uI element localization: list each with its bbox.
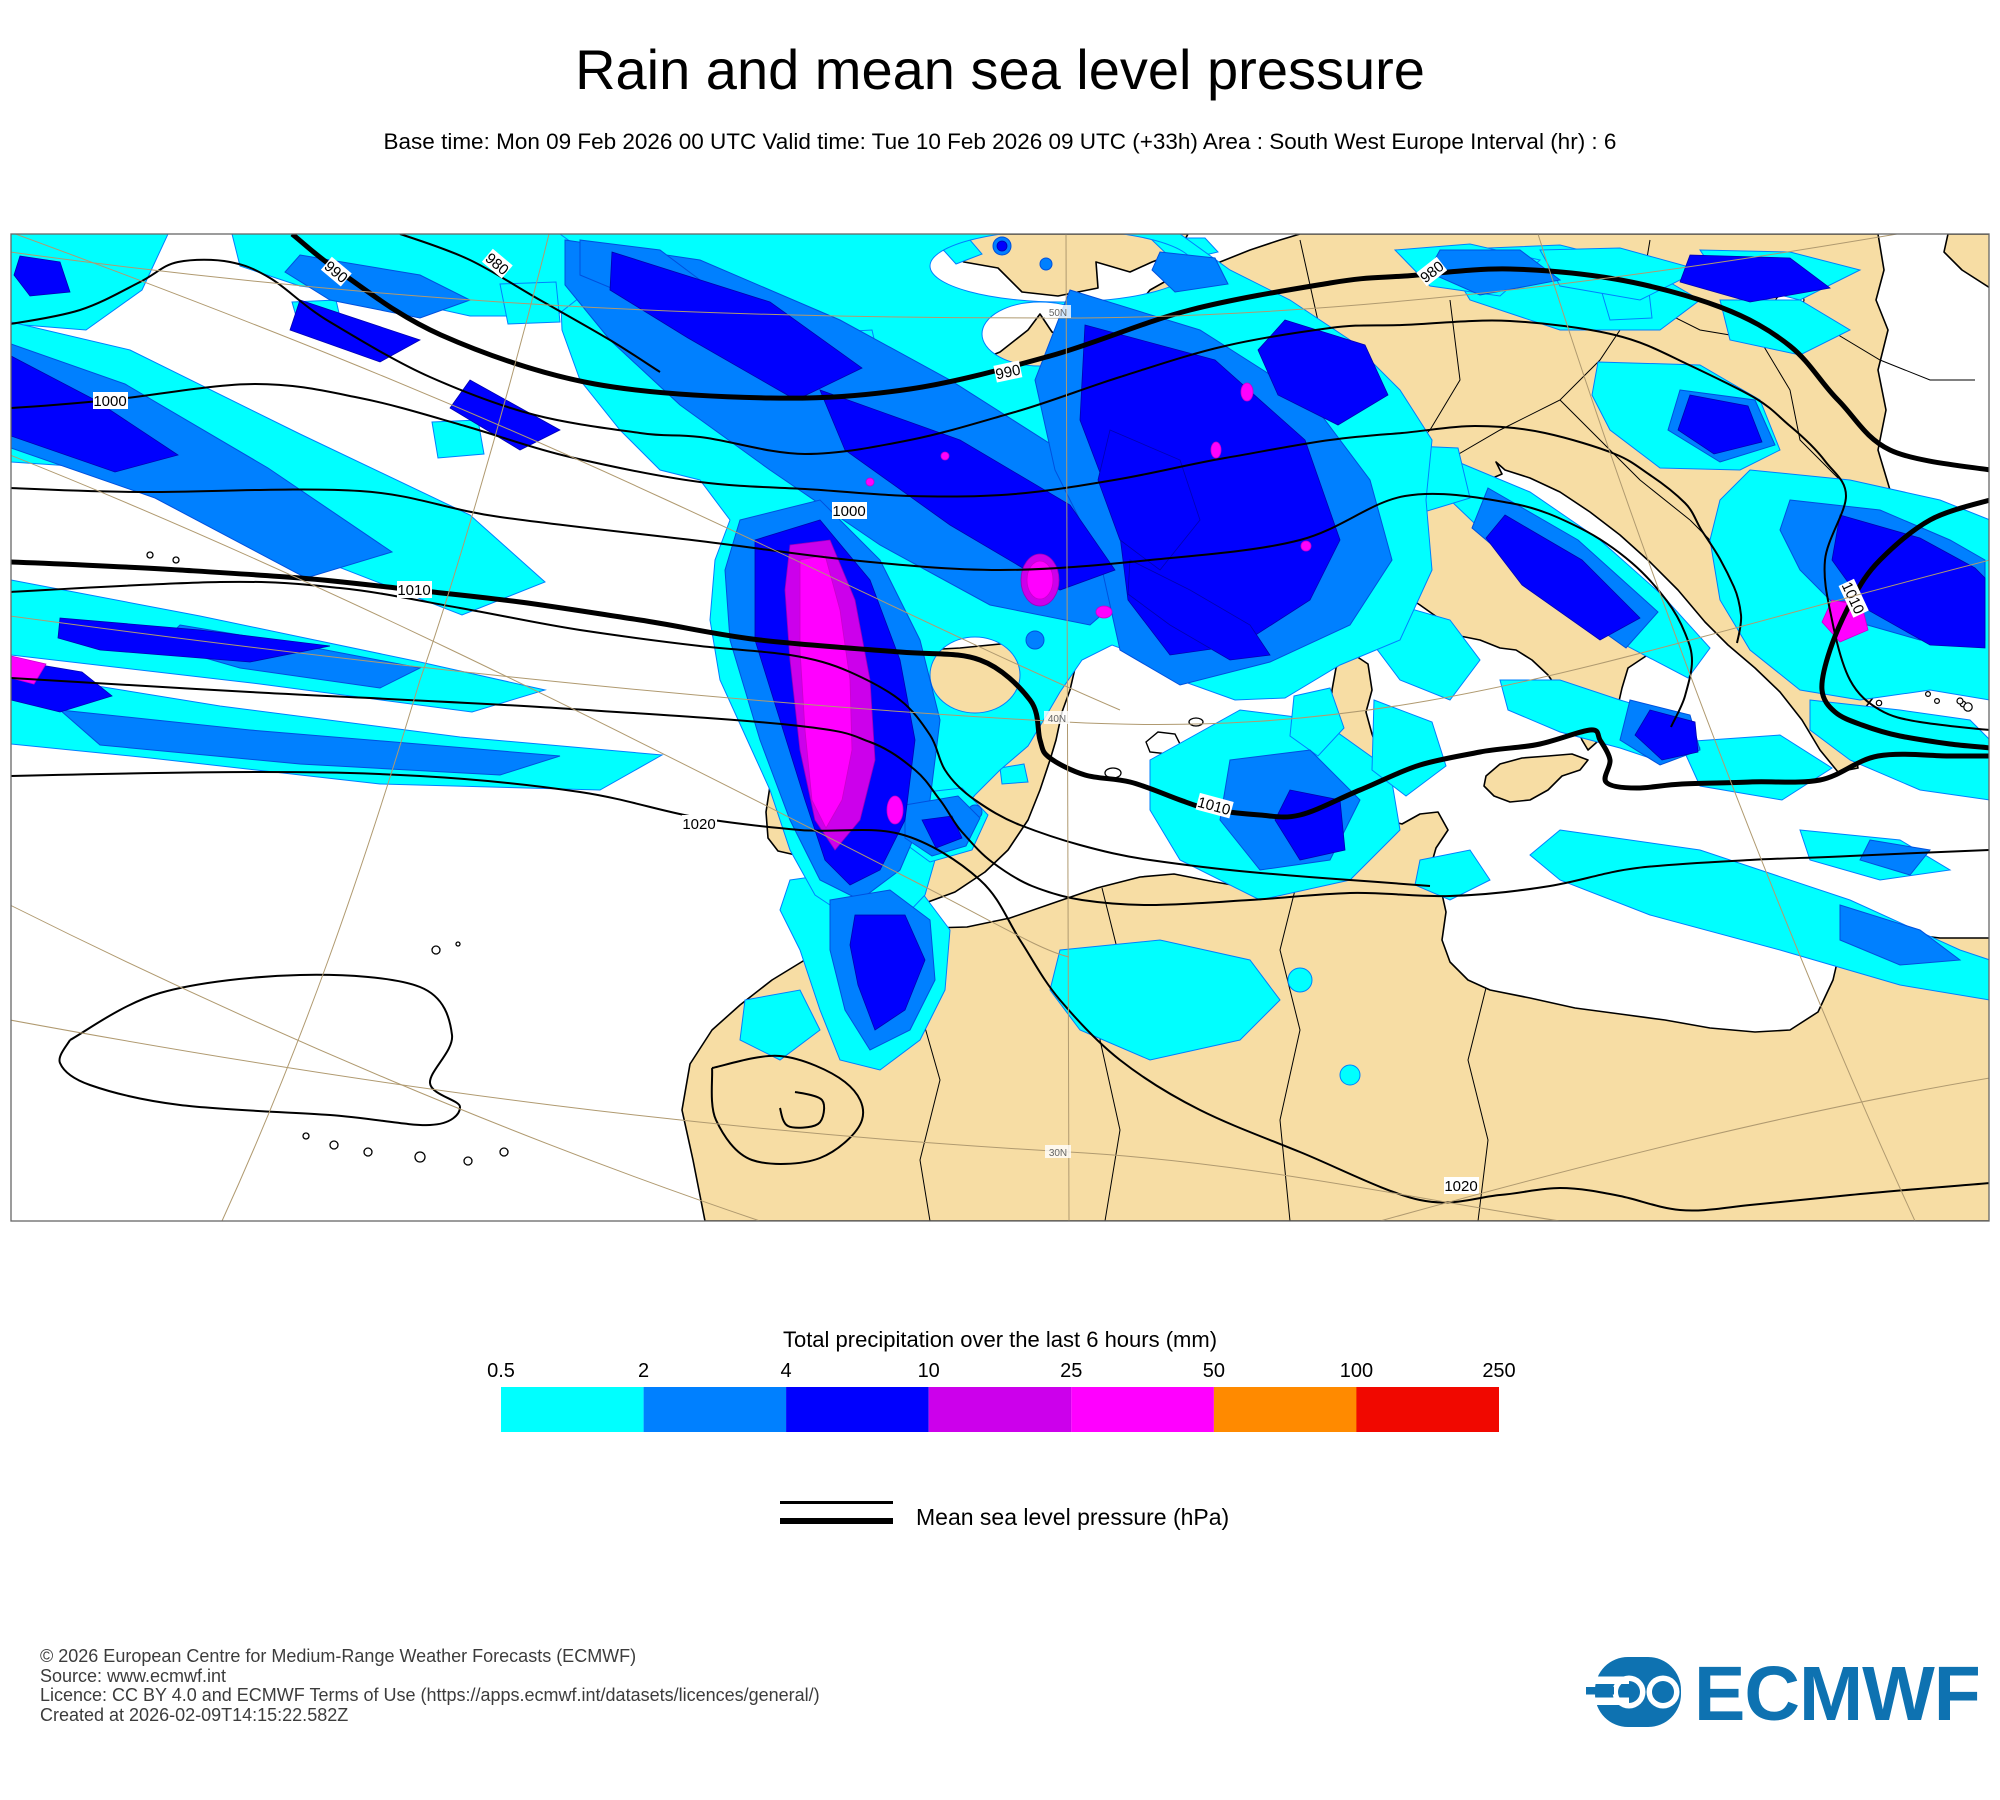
- svg-text:25: 25: [1060, 1360, 1082, 1382]
- svg-text:1000: 1000: [93, 393, 126, 410]
- svg-text:30N: 30N: [1049, 1148, 1067, 1159]
- svg-text:1010: 1010: [397, 582, 430, 599]
- svg-text:4: 4: [781, 1360, 792, 1382]
- svg-text:10: 10: [918, 1360, 940, 1382]
- svg-text:990: 990: [994, 362, 1022, 384]
- svg-text:1020: 1020: [682, 816, 715, 833]
- svg-text:1000: 1000: [832, 503, 865, 520]
- svg-text:ECMWF: ECMWF: [1694, 1651, 1980, 1737]
- svg-text:50N: 50N: [1049, 308, 1067, 319]
- svg-text:0.5: 0.5: [487, 1360, 515, 1382]
- svg-text:50: 50: [1203, 1360, 1225, 1382]
- svg-text:40N: 40N: [1048, 714, 1066, 725]
- svg-text:1020: 1020: [1444, 1178, 1477, 1195]
- svg-text:2: 2: [638, 1360, 649, 1382]
- svg-text:250: 250: [1482, 1360, 1515, 1382]
- svg-text:100: 100: [1340, 1360, 1373, 1382]
